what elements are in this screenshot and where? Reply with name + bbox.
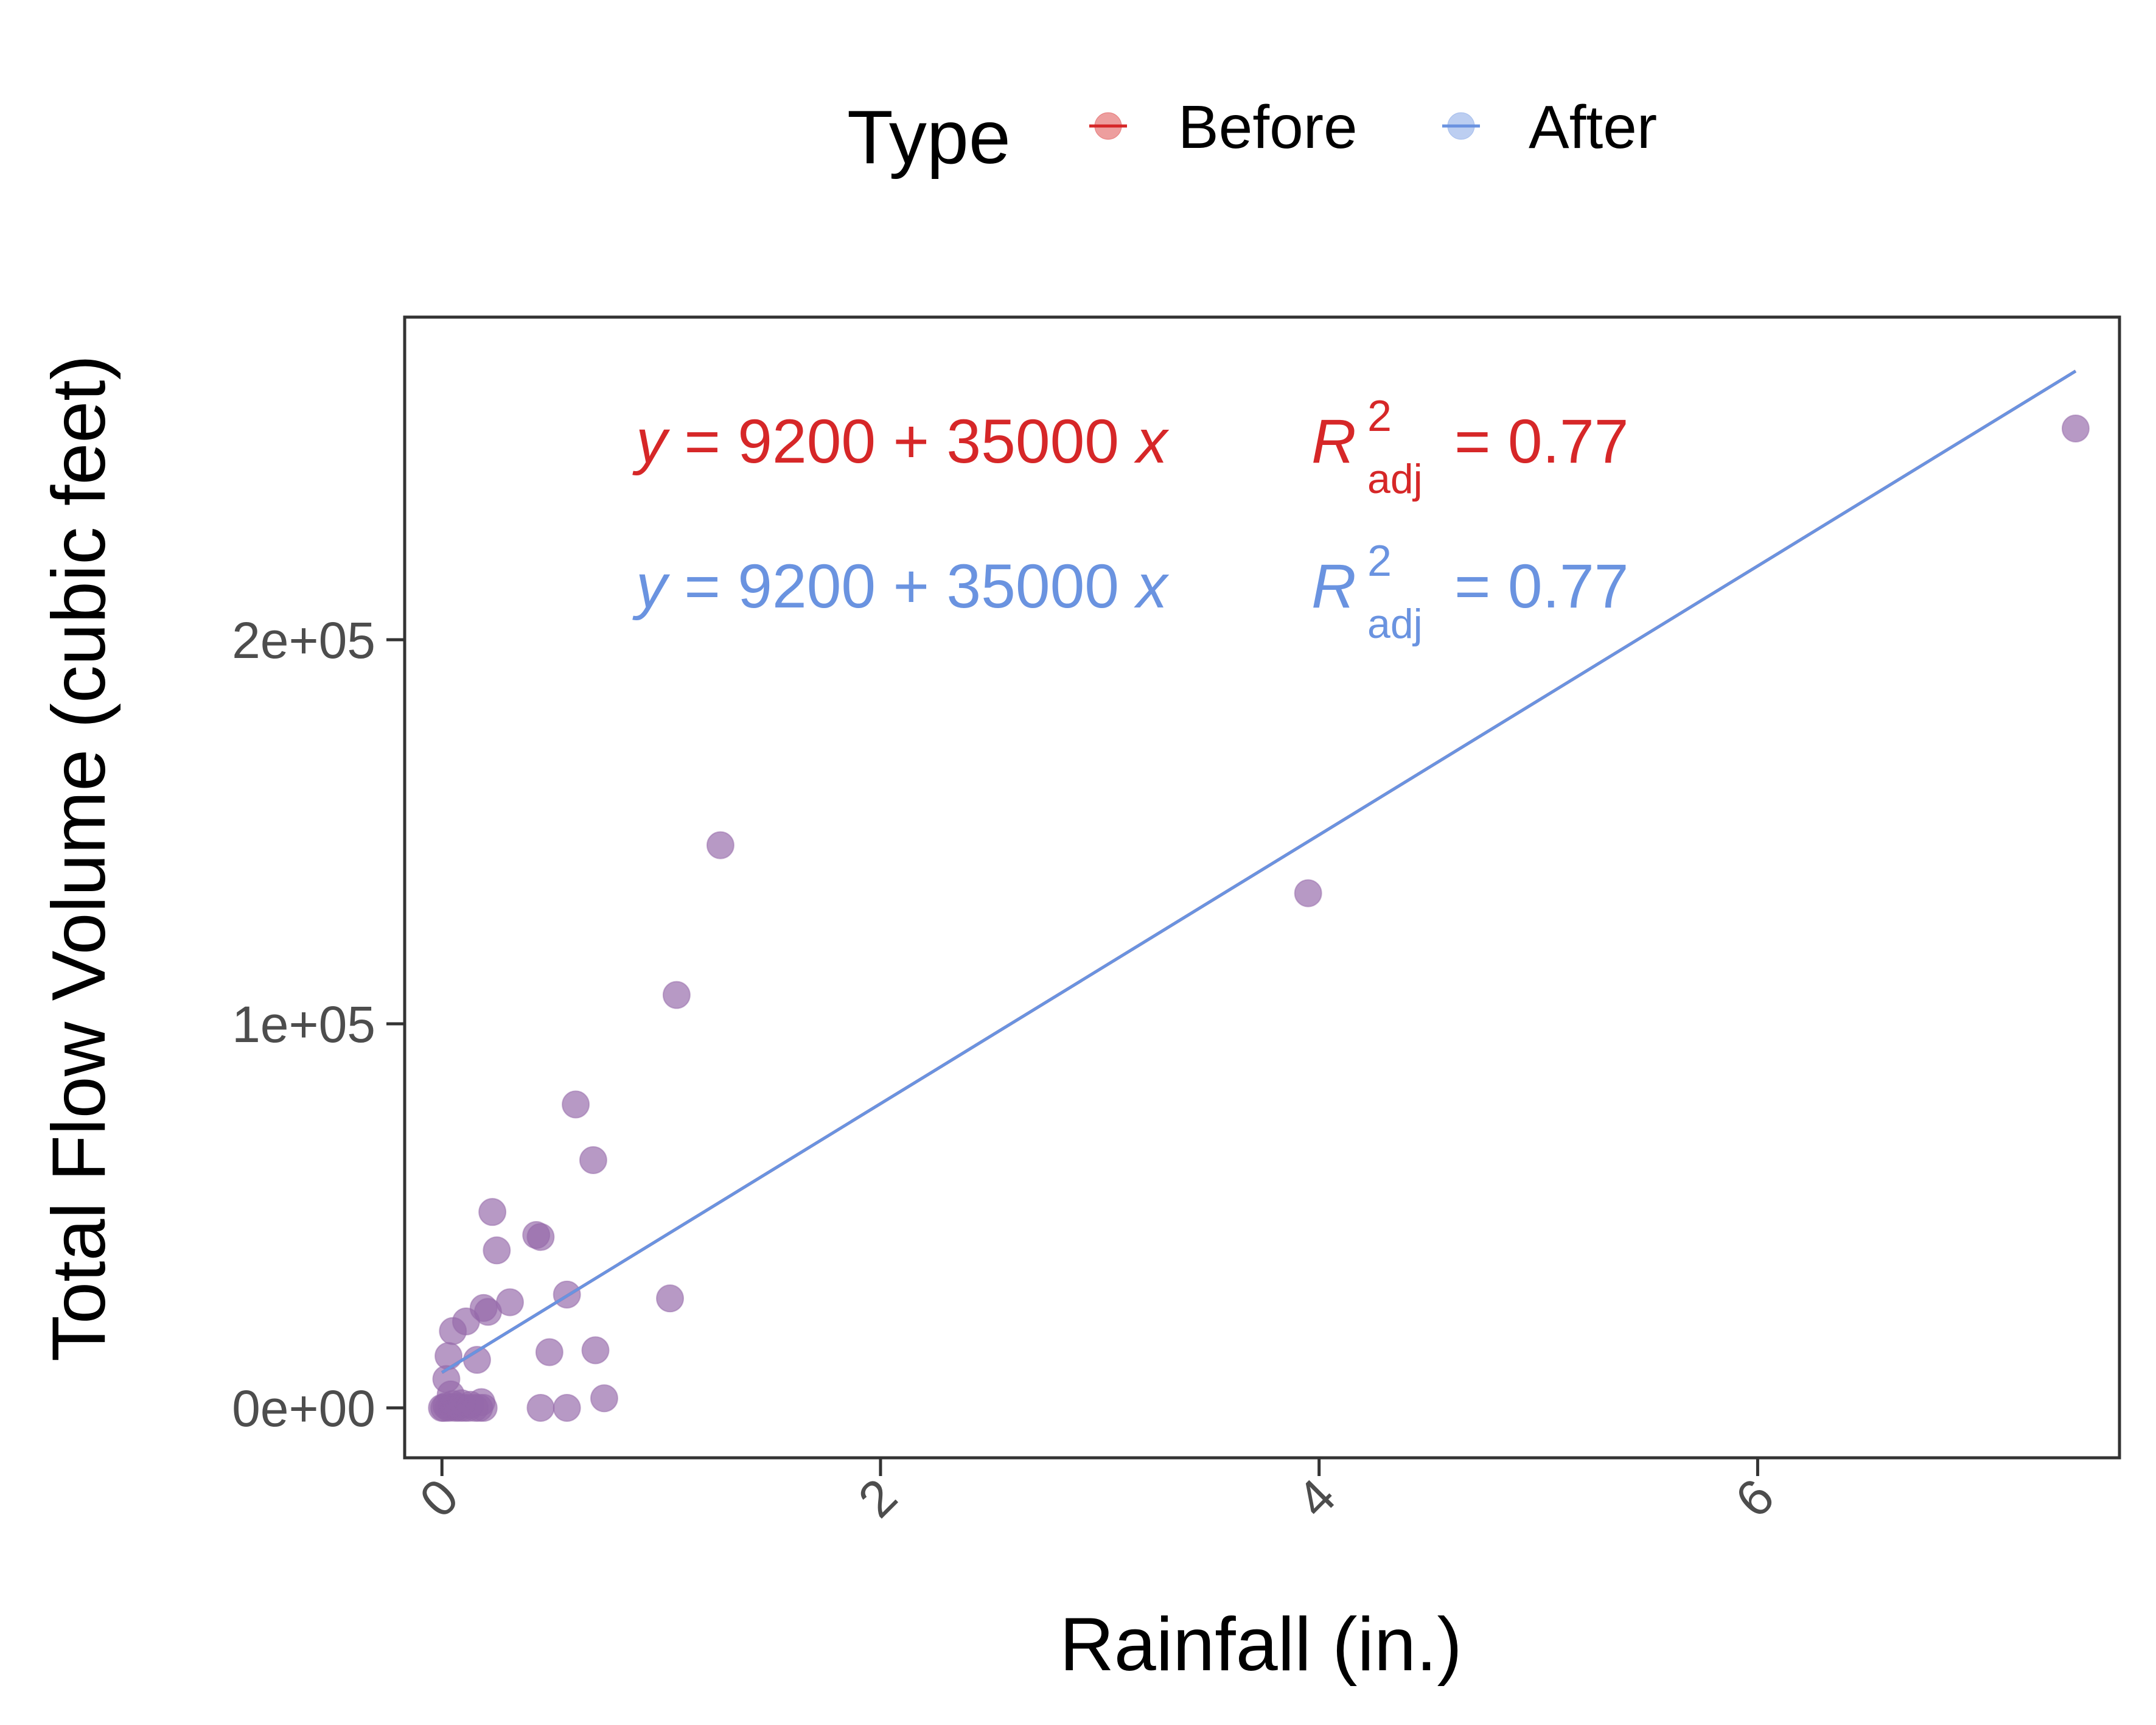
y-tick-label: 2e+05 bbox=[232, 612, 375, 669]
data-point bbox=[483, 1236, 511, 1265]
data-point bbox=[656, 1284, 685, 1313]
r-squared-subscript: adj bbox=[1367, 601, 1423, 647]
data-point bbox=[467, 1388, 496, 1416]
legend-key-point-before bbox=[1094, 112, 1122, 140]
data-point bbox=[706, 831, 734, 859]
r-squared-superscript: 2 bbox=[1367, 392, 1392, 441]
data-point bbox=[478, 1198, 507, 1226]
legend-key-before bbox=[1089, 112, 1127, 140]
y-axis-ticks: 0e+00 1e+05 2e+05 bbox=[232, 612, 405, 1437]
data-point bbox=[581, 1336, 610, 1365]
data-point bbox=[1294, 879, 1322, 908]
legend-title: Type bbox=[847, 96, 1011, 180]
data-point bbox=[562, 1090, 590, 1119]
fit-lines bbox=[441, 369, 2077, 1374]
r-squared-letter: R bbox=[1311, 551, 1356, 621]
equation-text: y = 9200 + 35000 x bbox=[632, 407, 1169, 476]
x-axis-ticks: 0 2 4 6 bbox=[408, 1458, 1785, 1528]
y-tick-label: 0e+00 bbox=[232, 1380, 375, 1437]
x-tick-label: 4 bbox=[1286, 1468, 1347, 1528]
y-tick-label: 1e+05 bbox=[232, 996, 375, 1053]
legend: Type Before After bbox=[847, 93, 1657, 180]
y-axis-title: Total Flow Volume (cubic feet) bbox=[37, 355, 121, 1362]
x-axis-title: Rainfall (in.) bbox=[1059, 1603, 1462, 1687]
data-point bbox=[2061, 414, 2090, 443]
x-tick-label: 2 bbox=[847, 1468, 908, 1528]
r-squared-value: = 0.77 bbox=[1454, 407, 1628, 476]
equation-text: y = 9200 + 35000 x bbox=[632, 551, 1169, 621]
legend-key-point-after bbox=[1447, 112, 1475, 140]
r-squared-letter: R bbox=[1311, 407, 1356, 476]
data-point bbox=[526, 1393, 555, 1422]
fit-line-after bbox=[441, 369, 2077, 1374]
data-point bbox=[579, 1146, 607, 1174]
data-point bbox=[662, 981, 691, 1009]
equation-before: y = 9200 + 35000 x R 2 adj = 0.77 bbox=[632, 392, 1628, 502]
data-point bbox=[526, 1223, 555, 1251]
legend-label-before: Before bbox=[1178, 93, 1358, 161]
data-points bbox=[428, 414, 2090, 1422]
equation-after: y = 9200 + 35000 x R 2 adj = 0.77 bbox=[632, 537, 1628, 647]
legend-label-after: After bbox=[1529, 93, 1657, 161]
legend-key-after bbox=[1442, 112, 1480, 140]
data-point bbox=[590, 1384, 618, 1413]
r-squared-value: = 0.77 bbox=[1454, 551, 1628, 621]
plot-panel-border bbox=[403, 315, 2121, 1460]
r-squared-superscript: 2 bbox=[1367, 537, 1392, 586]
x-tick-label: 6 bbox=[1725, 1468, 1785, 1528]
data-point bbox=[495, 1288, 524, 1317]
r-squared-subscript: adj bbox=[1367, 456, 1423, 502]
x-tick-label: 0 bbox=[408, 1468, 469, 1528]
data-point bbox=[553, 1393, 581, 1422]
data-point bbox=[535, 1338, 563, 1366]
data-point bbox=[434, 1342, 463, 1370]
